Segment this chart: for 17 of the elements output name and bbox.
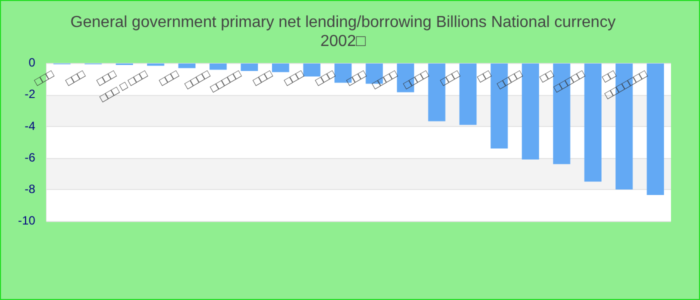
- y-tick-label: -6: [24, 150, 36, 164]
- y-tick-label: -4: [24, 118, 36, 133]
- x-tick-label: □□□: [314, 68, 338, 89]
- x-tick-label: □□: [538, 68, 556, 86]
- x-tick-label: □□□: [158, 68, 182, 89]
- x-tick-label: □□□: [32, 68, 56, 89]
- y-tick-label: -10: [18, 213, 36, 228]
- x-tick-label: □□□: [282, 68, 306, 89]
- y-tick-label: 0: [28, 56, 36, 70]
- x-tick-label: □□□: [64, 68, 88, 89]
- x-tick-label: □□□: [438, 68, 462, 89]
- chart-title: General government primary net lending/borrowing Billions National currency 2002□: [70, 14, 616, 50]
- y-tick-label: -8: [24, 182, 36, 196]
- x-tick-label: □□□: [345, 68, 369, 89]
- y-tick-label: -2: [24, 87, 36, 102]
- x-tick-label: □□□: [251, 68, 275, 89]
- x-tick-label: □□: [476, 68, 494, 86]
